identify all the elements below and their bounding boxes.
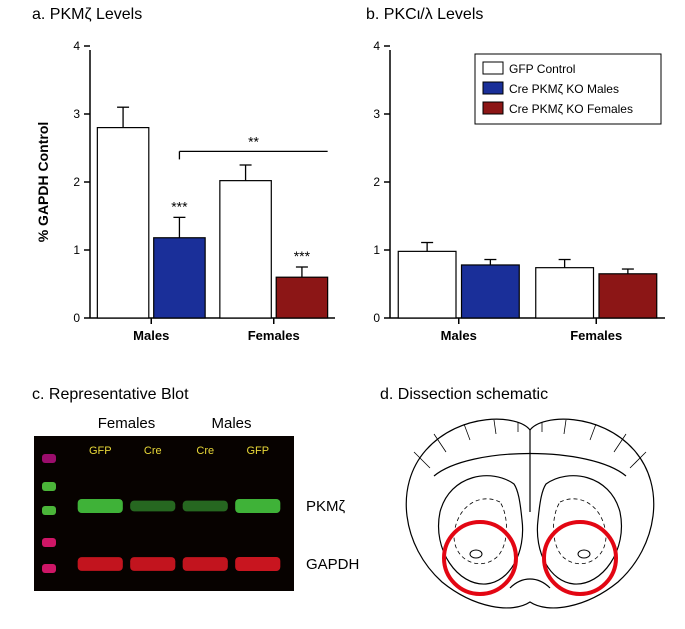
svg-text:2: 2 xyxy=(73,175,80,189)
legend-label: Cre PKMζ KO Males xyxy=(509,82,619,96)
ladder-band xyxy=(42,506,56,515)
striatum-sub xyxy=(454,499,507,564)
blot-lane-label: GFP xyxy=(89,445,112,457)
dissection-circle xyxy=(444,522,516,594)
blot-lane-label: GFP xyxy=(246,445,269,457)
ac-outline xyxy=(470,550,482,558)
blot-band xyxy=(78,499,123,513)
ladder-band xyxy=(42,482,56,491)
ladder-band xyxy=(42,454,56,463)
dissection-circle xyxy=(544,522,616,594)
blot-band xyxy=(235,499,280,513)
striatum-outline xyxy=(537,476,621,584)
bar xyxy=(536,268,594,318)
blot-band xyxy=(130,501,175,512)
blot-band xyxy=(183,557,228,571)
blot-lane-label: Cre xyxy=(196,445,214,457)
sig-annotation: *** xyxy=(294,248,311,264)
svg-text:0: 0 xyxy=(73,311,80,325)
panel-d-title: d. Dissection schematic xyxy=(380,386,548,404)
ventral-curve xyxy=(510,579,550,588)
legend-swatch xyxy=(483,102,503,114)
sig-annotation: ** xyxy=(248,133,259,149)
legend-swatch xyxy=(483,82,503,94)
svg-text:% GAPDH Control: % GAPDH Control xyxy=(35,122,51,243)
panel-c-blot: 75 50 37 kD Females Males GFP Cre Cre GFP PKMζ GAPD… xyxy=(22,408,362,618)
svg-text:3: 3 xyxy=(73,107,80,121)
striatum-outline xyxy=(439,476,523,584)
panel-a-title: a. PKMζ Levels xyxy=(32,6,142,24)
legend-swatch xyxy=(483,62,503,74)
svg-text:4: 4 xyxy=(73,39,80,53)
ladder-band xyxy=(42,564,56,573)
ladder-label: 50 xyxy=(20,535,32,547)
panel-c-title: c. Representative Blot xyxy=(32,386,189,404)
ladder-band xyxy=(42,538,56,547)
blot-lane-label: Cre xyxy=(144,445,162,457)
bar xyxy=(220,181,271,318)
legend-label: GFP Control xyxy=(509,62,575,76)
blot-band xyxy=(235,557,280,571)
blot-group-label: Females xyxy=(98,415,156,432)
svg-text:1: 1 xyxy=(73,243,80,257)
svg-text:4: 4 xyxy=(373,39,380,53)
panel-b-title: b. PKCι/λ Levels xyxy=(366,6,483,24)
legend-label: Cre PKMζ KO Females xyxy=(509,102,633,116)
bar xyxy=(462,265,520,318)
blot-band xyxy=(183,501,228,512)
ladder-label: 37 xyxy=(20,561,32,573)
blot-band-label: PKMζ xyxy=(306,498,346,515)
svg-text:3: 3 xyxy=(373,107,380,121)
bar xyxy=(97,128,148,318)
bar xyxy=(599,274,657,318)
blot-group-label: Males xyxy=(211,415,251,432)
svg-text:2: 2 xyxy=(373,175,380,189)
bar xyxy=(398,251,456,318)
panel-b-chart: 0 1 2 3 4 Males Females GFP Control Cre PKMζ KO … xyxy=(360,30,670,360)
svg-text:1: 1 xyxy=(373,243,380,257)
svg-text:Females: Females xyxy=(248,328,300,343)
blot-band xyxy=(78,557,123,571)
blot-band xyxy=(130,557,175,571)
svg-text:Males: Males xyxy=(133,328,169,343)
ladder-unit: kD xyxy=(19,578,33,590)
bar xyxy=(154,238,205,318)
sig-annotation: *** xyxy=(171,198,188,214)
svg-text:Males: Males xyxy=(441,328,477,343)
striatum-sub xyxy=(554,499,607,564)
svg-text:0: 0 xyxy=(373,311,380,325)
panel-a-chart: 0 1 2 3 4 % GAPDH Control *** Males *** Females ** xyxy=(30,30,340,360)
panel-d-schematic xyxy=(390,410,670,620)
ladder-label: 75 xyxy=(20,501,32,513)
ac-outline xyxy=(578,550,590,558)
svg-text:Females: Females xyxy=(570,328,622,343)
blot-band-label: GAPDH xyxy=(306,556,359,573)
bar xyxy=(276,277,327,318)
